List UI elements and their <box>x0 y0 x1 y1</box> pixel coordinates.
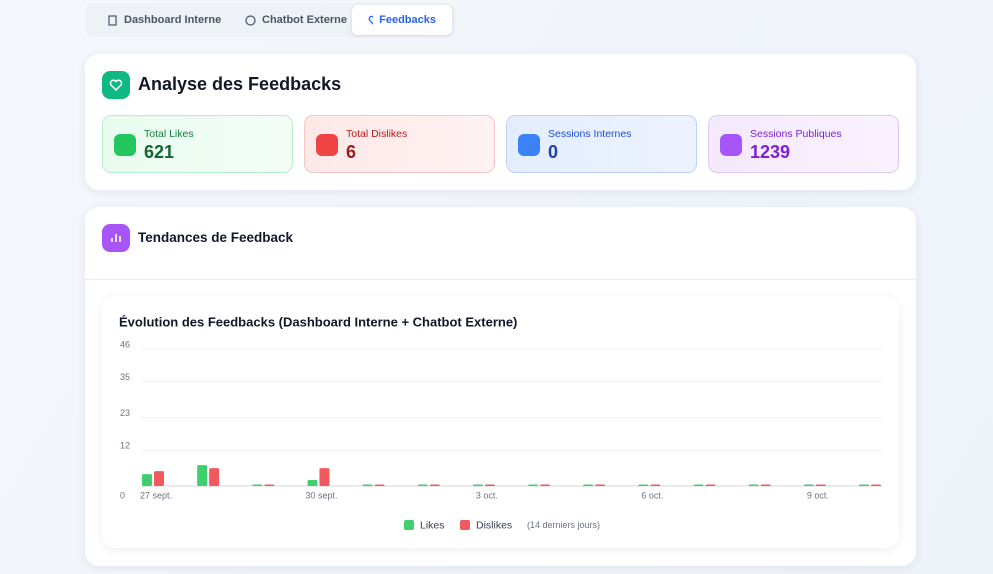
bar <box>815 484 826 486</box>
bar <box>583 484 594 486</box>
bar <box>197 465 208 486</box>
y-tick-label: 35 <box>120 372 130 382</box>
bar <box>650 484 661 486</box>
stat-card: Sessions Publiques 1239 <box>708 115 899 173</box>
legend-swatch <box>460 520 470 530</box>
bar <box>307 480 318 486</box>
bar <box>528 484 539 486</box>
bar <box>252 484 263 486</box>
bar <box>429 484 440 486</box>
bar <box>417 484 428 486</box>
y-tick-label: 0 <box>120 490 125 500</box>
bar <box>264 484 275 486</box>
chart-title: Évolution des Feedbacks (Dashboard Inter… <box>119 314 517 329</box>
bar <box>803 484 814 486</box>
bar <box>871 484 881 486</box>
tab-icon <box>245 14 256 26</box>
tab-icon <box>108 14 117 26</box>
bar <box>595 484 606 486</box>
divider <box>85 279 916 280</box>
chart: Évolution des Feedbacks (Dashboard Inter… <box>119 314 882 531</box>
x-tick-label: 27 sept. <box>140 490 172 500</box>
stat-value: 1239 <box>750 142 791 162</box>
legend-note: (14 derniers jours) <box>527 520 600 530</box>
y-tick-label: 46 <box>120 339 130 349</box>
summary-card: Analyse des Feedbacks Total Likes 621 Tot… <box>85 54 916 190</box>
stat-label: Sessions Publiques <box>750 128 842 140</box>
bar <box>154 471 164 486</box>
stat-value: 0 <box>548 142 559 162</box>
y-tick-label: 23 <box>120 408 130 418</box>
tab[interactable]: Dashboard Interne <box>91 5 237 35</box>
stat-card: Sessions Internes 0 <box>506 115 697 173</box>
tab-label: Feedbacks <box>379 14 436 26</box>
stat-value: 621 <box>144 142 175 162</box>
x-tick-label: 30 sept. <box>305 490 337 500</box>
bar <box>638 484 649 486</box>
stat-label: Sessions Internes <box>548 128 632 140</box>
bar <box>748 484 759 486</box>
bar <box>540 484 551 486</box>
y-tick-label: 12 <box>120 441 130 451</box>
tab-label: Chatbot Externe <box>262 14 347 26</box>
legend-swatch <box>404 520 414 530</box>
tab[interactable]: Chatbot Externe <box>229 5 363 35</box>
stat-value: 6 <box>346 142 357 162</box>
x-tick-label: 9 oct. <box>807 490 829 500</box>
page-title: Analyse des Feedbacks <box>138 74 342 94</box>
x-tick-label: 3 oct. <box>476 490 498 500</box>
tab-label: Dashboard Interne <box>124 14 222 26</box>
legend-label: Dislikes <box>476 519 512 531</box>
x-tick-label: 6 oct. <box>641 490 663 500</box>
stat-card: Total Likes 621 <box>102 115 293 173</box>
bar <box>859 484 869 486</box>
legend-label: Likes <box>420 519 445 531</box>
bar <box>705 484 716 486</box>
bar <box>693 484 704 486</box>
stat-card: Total Dislikes 6 <box>304 115 495 173</box>
bar <box>760 484 771 486</box>
tab[interactable]: Feedbacks <box>352 5 452 35</box>
bar <box>319 468 330 486</box>
bar <box>374 484 385 486</box>
tab-icon <box>368 15 374 25</box>
stat-label: Total Dislikes <box>346 128 408 140</box>
bar <box>209 468 220 486</box>
chart-card: Évolution des Feedbacks (Dashboard Inter… <box>102 296 899 548</box>
bar <box>142 474 152 486</box>
bar <box>484 484 495 486</box>
tab-bar: Dashboard Interne Chatbot Externe Feedba… <box>85 3 455 37</box>
bar <box>472 484 483 486</box>
bar <box>362 484 373 486</box>
stat-label: Total Likes <box>144 128 194 140</box>
section-icon <box>102 224 130 252</box>
section-title: Tendances de Feedback <box>138 230 294 245</box>
header-icon <box>102 71 130 99</box>
